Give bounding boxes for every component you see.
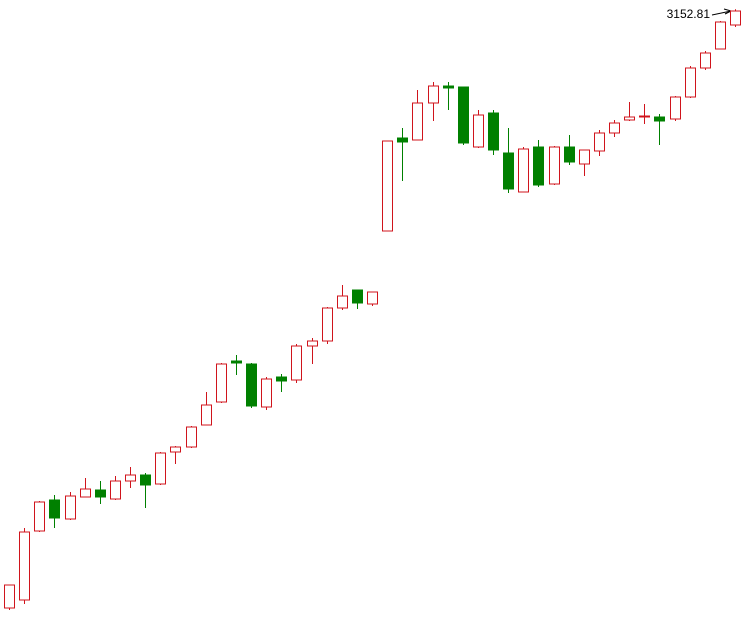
- candle-body: [155, 452, 166, 485]
- candle-body: [246, 363, 257, 407]
- candle-body: [65, 495, 76, 520]
- candle-body: [443, 85, 454, 89]
- candle-body: [216, 363, 227, 403]
- candle-body: [140, 474, 151, 486]
- candle-body: [337, 295, 348, 309]
- candle-body: [654, 116, 665, 122]
- candle-body: [125, 474, 136, 482]
- candle-body: [49, 499, 60, 519]
- candle-body: [549, 146, 560, 185]
- candle-body: [276, 376, 287, 382]
- candle-body: [231, 360, 242, 364]
- candle-body: [95, 489, 106, 498]
- candle-body: [352, 289, 363, 304]
- candle-body: [730, 10, 741, 26]
- candle-body: [307, 340, 318, 347]
- candle-body: [80, 488, 91, 498]
- candle-body: [488, 112, 499, 151]
- candle-body: [670, 96, 681, 120]
- candle-body: [4, 584, 15, 609]
- candle-body: [579, 149, 590, 165]
- candle-body: [201, 404, 212, 426]
- candle-body: [412, 102, 423, 141]
- max-label: 3152.81: [667, 7, 711, 21]
- candle-body: [458, 86, 469, 144]
- candle-body: [34, 501, 45, 532]
- candle-body: [397, 137, 408, 143]
- candle-body: [291, 345, 302, 381]
- candle-body: [186, 426, 197, 448]
- candle-body: [19, 531, 30, 601]
- candle-body: [503, 152, 514, 190]
- candle-body: [382, 140, 393, 232]
- candle-body: [428, 85, 439, 104]
- candle-body: [700, 52, 711, 69]
- candle-body: [594, 132, 605, 152]
- candle-body: [715, 21, 726, 50]
- candle-body: [473, 114, 484, 148]
- annotation-arrow: [711, 10, 732, 16]
- candle-body: [639, 115, 650, 118]
- candle-body: [322, 307, 333, 342]
- candle-body: [609, 122, 620, 134]
- candle-body: [170, 446, 181, 453]
- candle-body: [685, 67, 696, 98]
- candle-body: [261, 378, 272, 408]
- candle-body: [624, 116, 635, 121]
- candle-body: [367, 291, 378, 305]
- candle-body: [110, 480, 121, 500]
- candle-body: [564, 146, 575, 163]
- candle-body: [518, 148, 529, 193]
- candle-body: [533, 146, 544, 186]
